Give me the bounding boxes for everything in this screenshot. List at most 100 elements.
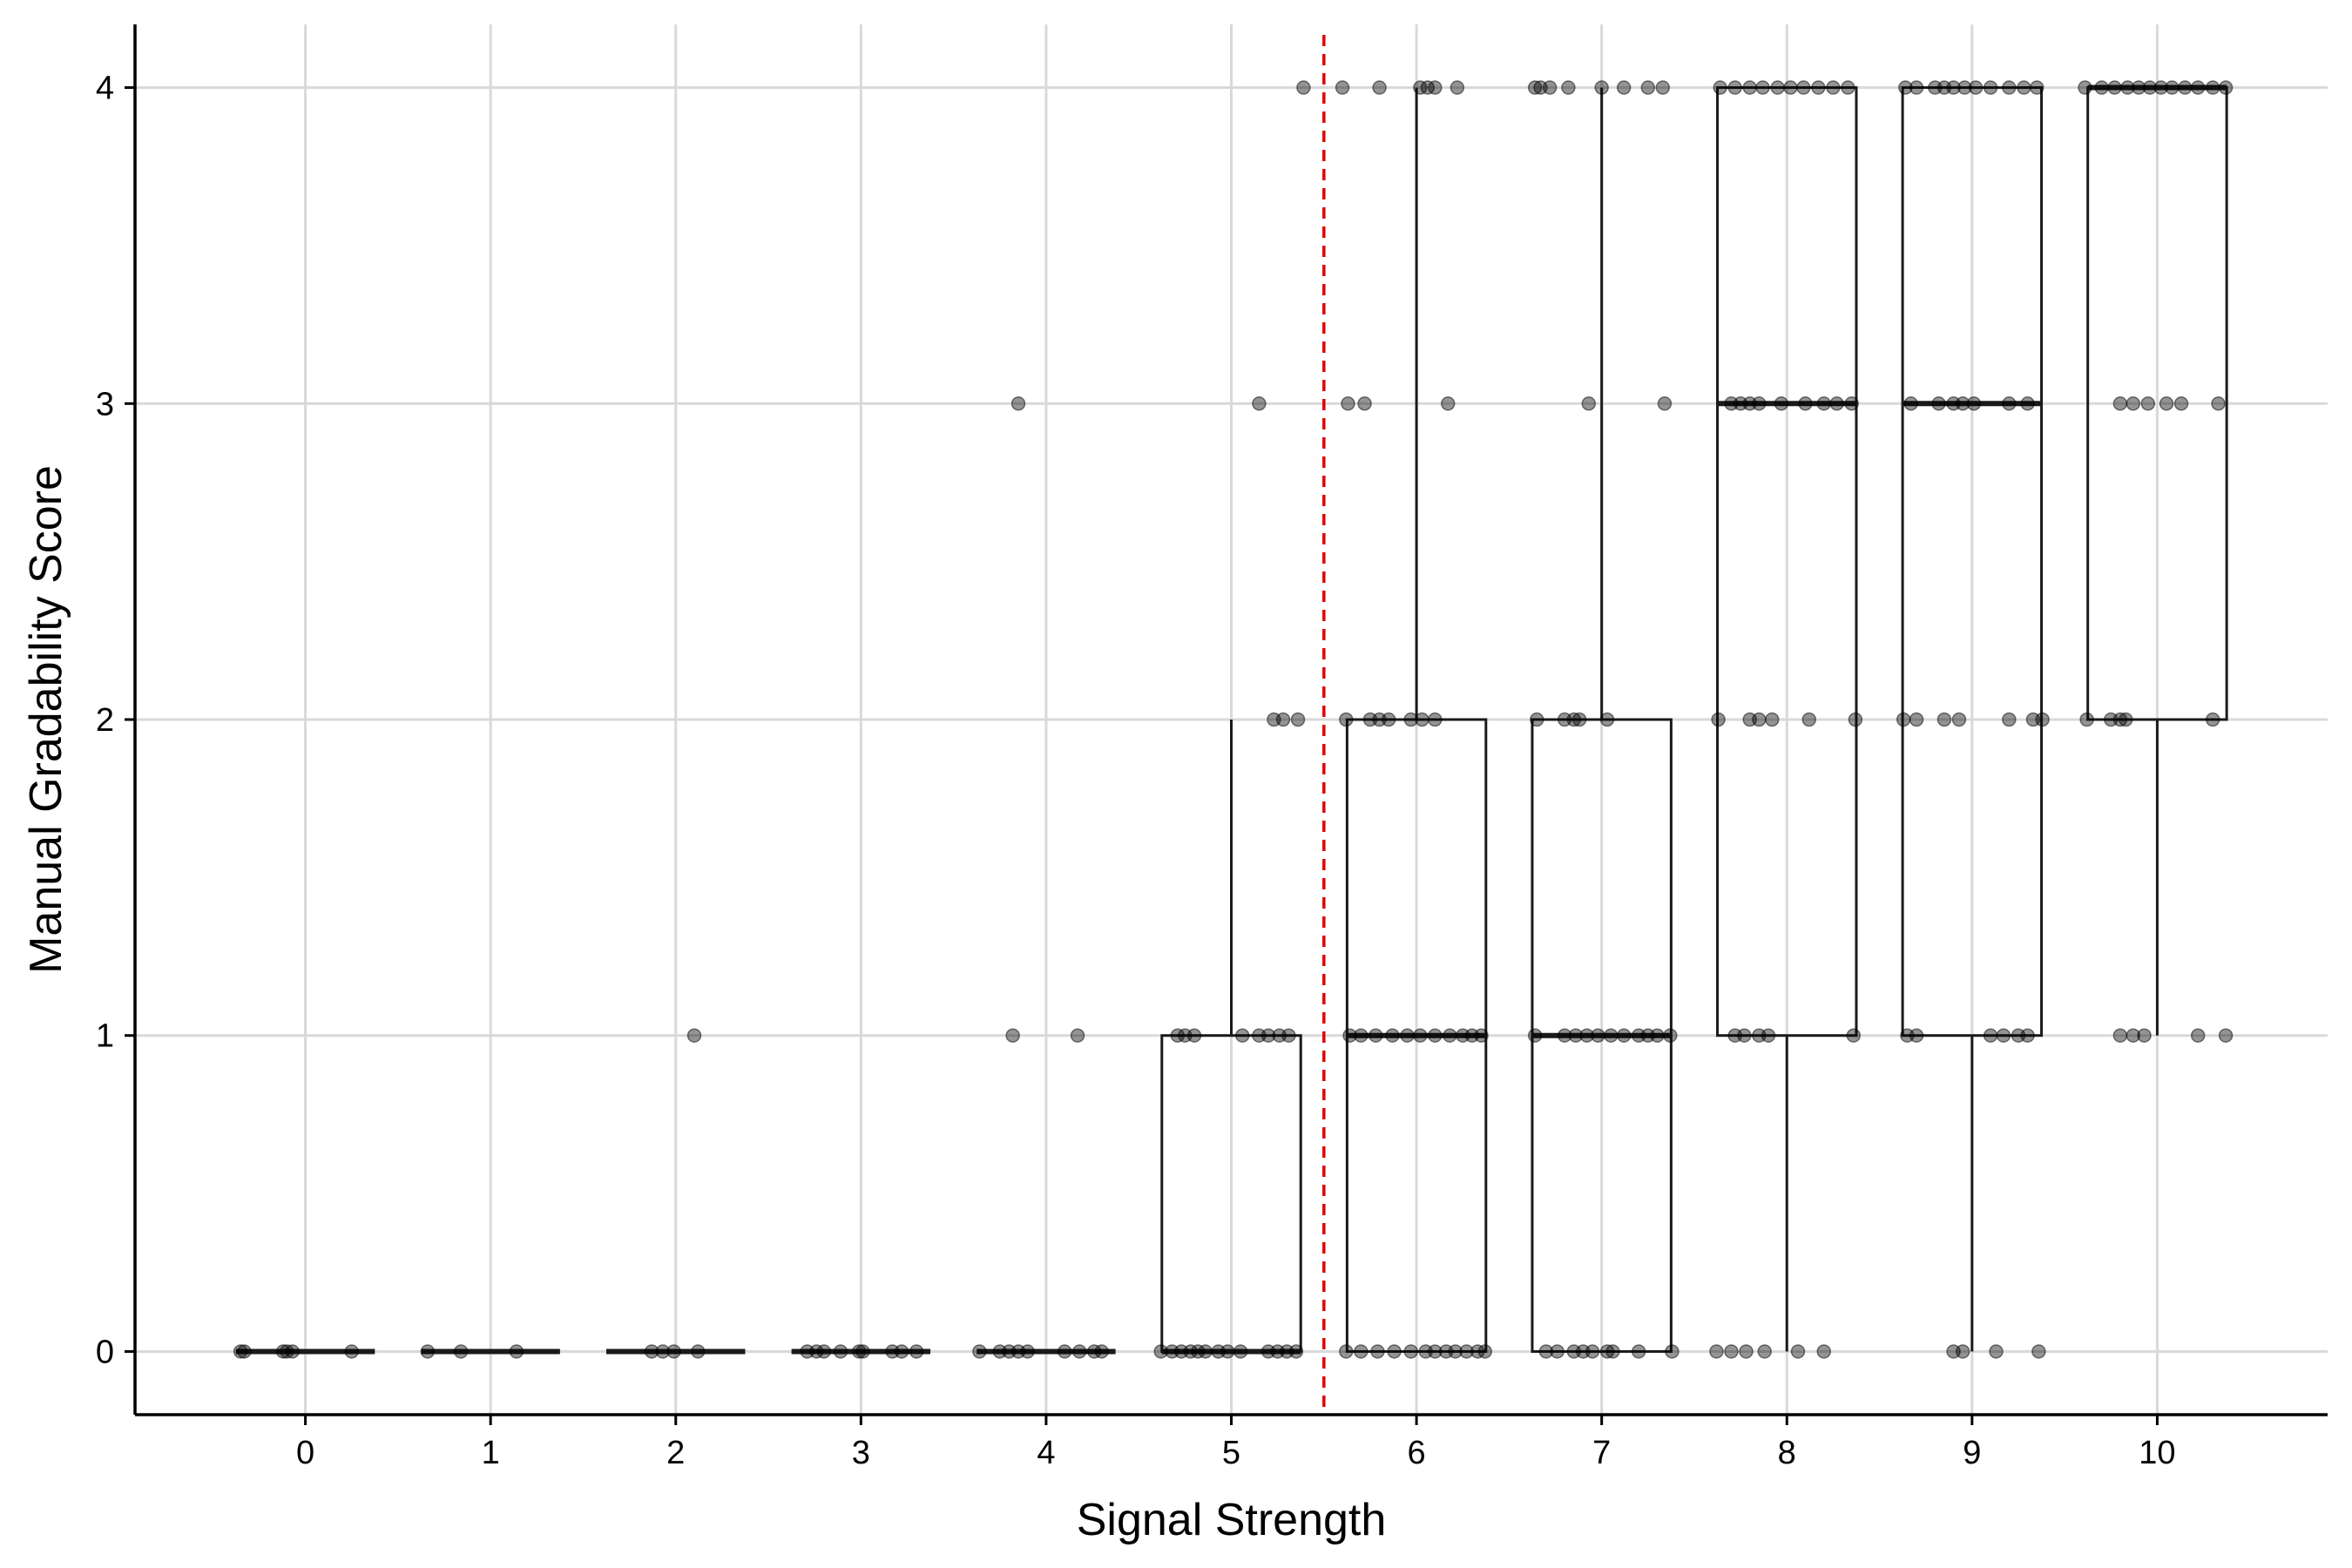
data-point (1477, 1344, 1492, 1359)
data-point (1742, 80, 1757, 95)
data-point (1474, 1028, 1489, 1043)
data-point (1443, 1028, 1457, 1043)
data-point (1428, 712, 1443, 727)
data-point (1381, 712, 1396, 727)
data-point (1581, 396, 1597, 411)
data-point (1198, 1344, 1213, 1359)
data-point (1909, 712, 1924, 727)
data-point (2002, 80, 2017, 95)
data-point (1796, 80, 1811, 95)
data-point (1599, 712, 1615, 727)
data-point (1086, 1344, 1102, 1359)
data-point (2205, 712, 2220, 727)
data-point (1826, 80, 1841, 95)
data-point (2120, 80, 2135, 95)
data-point (2112, 712, 2128, 727)
data-point (1339, 712, 1354, 727)
data-point (666, 1344, 681, 1359)
data-point (1739, 1344, 1754, 1359)
data-point (1811, 80, 1826, 95)
x-tick-label: 3 (852, 1435, 870, 1471)
data-point (1846, 1028, 1862, 1043)
data-point (2211, 396, 2226, 411)
data-point (2112, 396, 2128, 411)
data-point (2153, 80, 2168, 95)
data-point (1713, 80, 1727, 95)
data-point (1400, 1028, 1415, 1043)
data-point (1989, 1344, 2004, 1359)
data-point (1170, 1028, 1186, 1043)
data-point (1996, 1028, 2011, 1043)
data-point (2002, 396, 2017, 411)
data-point (1709, 1344, 1724, 1359)
data-point (1020, 1344, 1035, 1359)
x-tick-label: 5 (1222, 1435, 1240, 1471)
data-point (2205, 80, 2220, 95)
data-point (1220, 1344, 1235, 1359)
x-tick-label: 10 (2139, 1435, 2175, 1471)
data-point (1385, 1028, 1400, 1043)
data-point (1260, 1028, 1276, 1043)
x-tick-label: 7 (1592, 1435, 1611, 1471)
data-point (1983, 1028, 1998, 1043)
data-point (1470, 1344, 1485, 1359)
data-point (1752, 396, 1767, 411)
data-point (1459, 1344, 1474, 1359)
data-point (2137, 1028, 2152, 1043)
data-point (1415, 712, 1429, 727)
data-point (280, 1344, 294, 1359)
data-point (894, 1344, 909, 1359)
data-point (1909, 1028, 1924, 1043)
data-point (1663, 1028, 1678, 1043)
data-point (1585, 1344, 1600, 1359)
x-tick-label: 6 (1408, 1435, 1426, 1471)
data-point (1727, 80, 1742, 95)
data-point (1711, 712, 1726, 727)
data-point (1798, 396, 1813, 411)
data-point (1757, 1344, 1772, 1359)
data-point (2131, 80, 2146, 95)
data-point (2112, 1028, 2128, 1043)
data-point (1816, 1344, 1832, 1359)
data-point (855, 1344, 870, 1359)
data-point (1527, 1028, 1543, 1043)
data-point (1752, 712, 1767, 727)
data-point (453, 1344, 469, 1359)
data-point (1966, 396, 1982, 411)
data-point (1288, 1344, 1304, 1359)
box-body (1716, 86, 1858, 1037)
data-point (2218, 80, 2234, 95)
data-point (285, 1344, 300, 1359)
box-6 (1345, 87, 1488, 1353)
data-point (972, 1344, 987, 1359)
data-point (1903, 396, 1918, 411)
data-point (1450, 80, 1465, 95)
data-point (1413, 80, 1428, 95)
x-axis-title: Signal Strength (1077, 1495, 1387, 1545)
data-point (1413, 1028, 1428, 1043)
y-axis-title: Manual Gradability Score (21, 465, 71, 974)
data-point (2142, 80, 2158, 95)
data-point (1571, 712, 1587, 727)
data-point (1931, 396, 1946, 411)
x-tick-label: 0 (296, 1435, 314, 1471)
data-point (833, 1344, 848, 1359)
data-point (1190, 1344, 1206, 1359)
data-point (1071, 1344, 1087, 1359)
data-point (2190, 1028, 2206, 1043)
data-point (1599, 1344, 1615, 1359)
data-point (2165, 80, 2180, 95)
data-point (2119, 712, 2133, 727)
jitter-points (233, 80, 2234, 1359)
data-point (1568, 1028, 1584, 1043)
data-point (1801, 712, 1817, 727)
data-point (2002, 712, 2017, 727)
data-point (1616, 80, 1632, 95)
data-point (1566, 712, 1582, 727)
data-point (2017, 80, 2031, 95)
data-point (1665, 1344, 1680, 1359)
data-point (1951, 712, 1967, 727)
data-point (1579, 1028, 1594, 1043)
data-point (1774, 396, 1789, 411)
data-point (1342, 1028, 1357, 1043)
